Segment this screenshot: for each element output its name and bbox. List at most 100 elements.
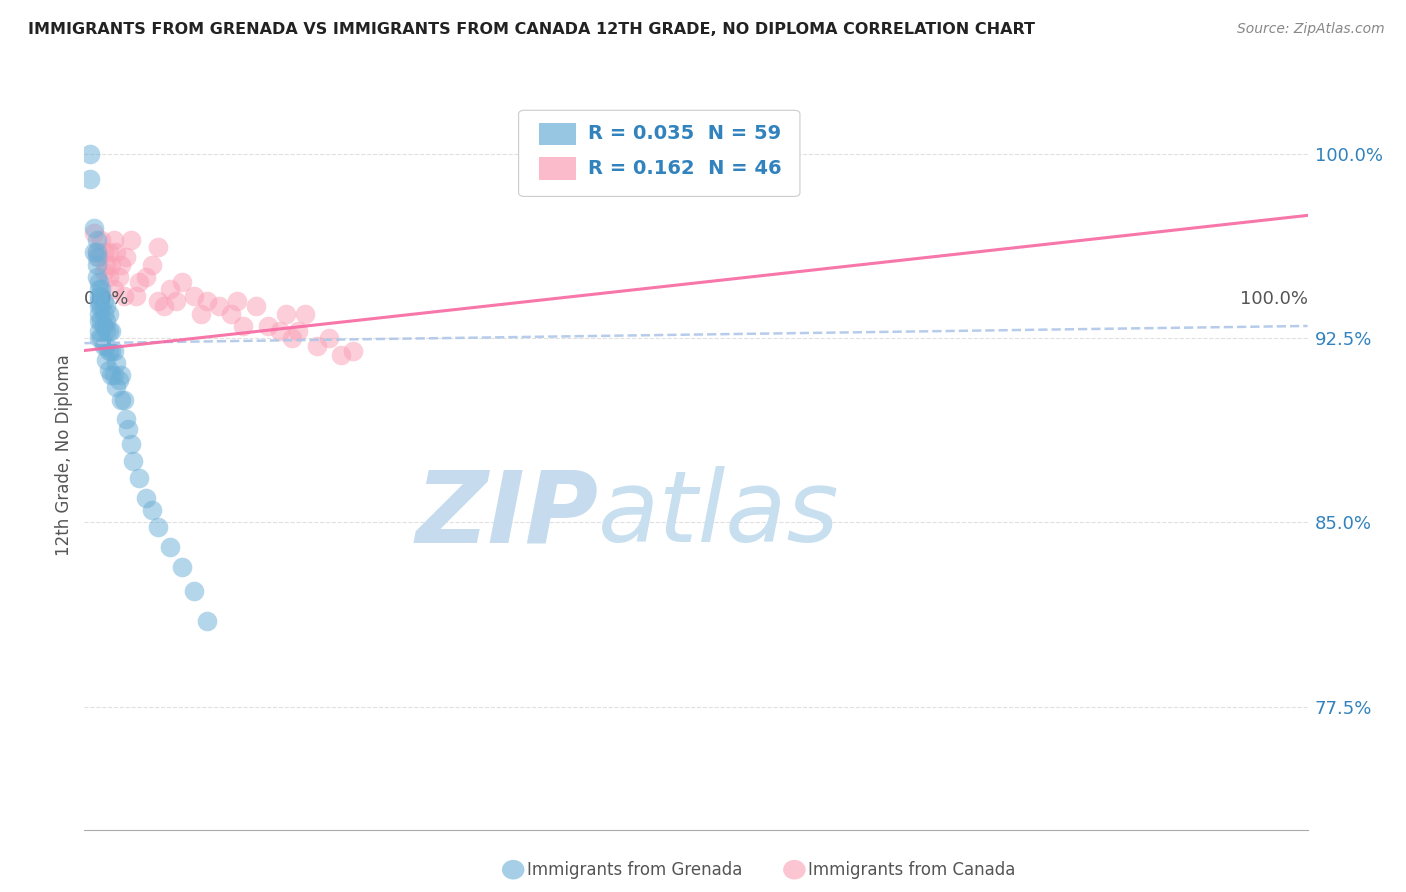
- Point: [257, 318, 280, 333]
- Point: [96, 353, 118, 368]
- FancyBboxPatch shape: [519, 111, 800, 196]
- Point: [342, 343, 364, 358]
- Point: [87, 324, 110, 338]
- Point: [125, 289, 148, 303]
- Point: [100, 258, 122, 272]
- Text: atlas: atlas: [598, 467, 839, 564]
- Point: [226, 294, 249, 309]
- Point: [112, 392, 135, 407]
- Point: [103, 233, 125, 247]
- Point: [93, 318, 115, 333]
- Point: [87, 250, 110, 264]
- Point: [146, 294, 169, 309]
- Point: [90, 282, 112, 296]
- Point: [86, 258, 108, 272]
- Point: [90, 314, 112, 328]
- Point: [232, 318, 254, 333]
- Point: [122, 454, 145, 468]
- Point: [97, 343, 120, 358]
- Point: [294, 307, 316, 321]
- Point: [110, 368, 132, 382]
- Point: [219, 307, 242, 321]
- FancyBboxPatch shape: [540, 158, 576, 180]
- Point: [93, 307, 115, 321]
- Point: [100, 368, 122, 382]
- Point: [105, 380, 128, 394]
- Point: [96, 324, 118, 338]
- Point: [87, 289, 110, 303]
- Point: [96, 338, 118, 352]
- Point: [105, 356, 128, 370]
- Point: [93, 294, 115, 309]
- Point: [190, 307, 212, 321]
- Point: [141, 258, 163, 272]
- Point: [287, 324, 309, 338]
- Point: [107, 373, 129, 387]
- Point: [87, 307, 110, 321]
- Point: [330, 348, 353, 362]
- Text: Source: ZipAtlas.com: Source: ZipAtlas.com: [1237, 22, 1385, 37]
- Point: [90, 331, 112, 345]
- Point: [93, 245, 115, 260]
- Point: [172, 559, 194, 574]
- Point: [79, 171, 101, 186]
- Point: [120, 437, 142, 451]
- Point: [135, 269, 157, 284]
- Point: [112, 289, 135, 303]
- Point: [93, 265, 115, 279]
- Point: [195, 614, 218, 628]
- Point: [110, 392, 132, 407]
- Text: IMMIGRANTS FROM GRENADA VS IMMIGRANTS FROM CANADA 12TH GRADE, NO DIPLOMA CORRELA: IMMIGRANTS FROM GRENADA VS IMMIGRANTS FR…: [28, 22, 1035, 37]
- Text: R = 0.162  N = 46: R = 0.162 N = 46: [588, 159, 782, 178]
- Point: [183, 584, 205, 599]
- Text: R = 0.035  N = 59: R = 0.035 N = 59: [588, 124, 782, 143]
- Point: [159, 282, 181, 296]
- Point: [146, 520, 169, 534]
- Text: 0.0%: 0.0%: [84, 290, 129, 308]
- Point: [103, 282, 125, 296]
- Point: [141, 503, 163, 517]
- Point: [305, 338, 328, 352]
- Point: [86, 250, 108, 264]
- Point: [93, 338, 115, 352]
- Point: [90, 289, 112, 303]
- Point: [107, 269, 129, 284]
- Point: [208, 299, 231, 313]
- Point: [90, 299, 112, 313]
- Point: [86, 233, 108, 247]
- Point: [86, 245, 108, 260]
- Point: [269, 324, 291, 338]
- Point: [146, 240, 169, 254]
- Point: [245, 299, 267, 313]
- Point: [276, 307, 298, 321]
- Point: [97, 324, 120, 338]
- Point: [96, 314, 118, 328]
- Text: 100.0%: 100.0%: [1240, 290, 1308, 308]
- Text: ZIP: ZIP: [415, 467, 598, 564]
- Point: [135, 491, 157, 505]
- Point: [87, 275, 110, 289]
- Point: [86, 269, 108, 284]
- Point: [83, 226, 105, 240]
- Point: [281, 331, 304, 345]
- Point: [153, 299, 176, 313]
- Point: [159, 540, 181, 554]
- Point: [103, 343, 125, 358]
- Point: [117, 422, 139, 436]
- Point: [100, 343, 122, 358]
- Point: [87, 314, 110, 328]
- Point: [87, 294, 110, 309]
- Text: Immigrants from Grenada: Immigrants from Grenada: [527, 861, 742, 879]
- Point: [97, 307, 120, 321]
- Y-axis label: 12th Grade, No Diploma: 12th Grade, No Diploma: [55, 354, 73, 556]
- Point: [103, 368, 125, 382]
- Point: [97, 269, 120, 284]
- Point: [128, 471, 150, 485]
- Point: [83, 245, 105, 260]
- Point: [100, 324, 122, 338]
- Point: [172, 275, 194, 289]
- Point: [86, 245, 108, 260]
- Point: [183, 289, 205, 303]
- Point: [90, 233, 112, 247]
- Point: [96, 299, 118, 313]
